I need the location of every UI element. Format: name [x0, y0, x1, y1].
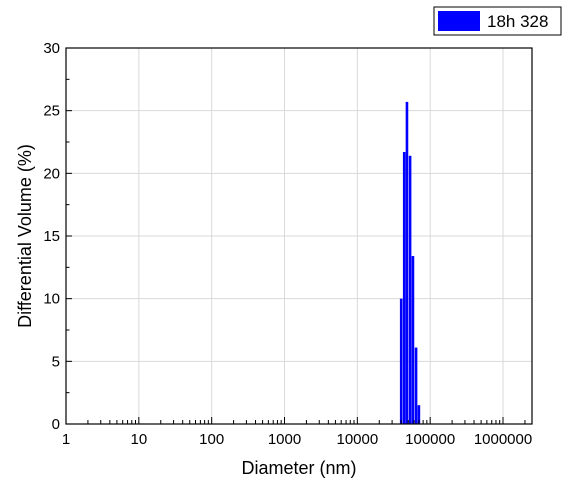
- x-tick-label: 10: [130, 431, 147, 448]
- bar: [414, 347, 418, 424]
- y-tick-label: 25: [43, 103, 60, 120]
- y-tick-label: 15: [43, 228, 60, 245]
- bar: [405, 101, 409, 424]
- x-tick-label: 100: [199, 431, 224, 448]
- axis-ticks: [65, 47, 526, 425]
- y-tick-label: 10: [43, 291, 60, 308]
- y-axis-title: Differential Volume (%): [15, 144, 35, 328]
- legend-swatch: [438, 11, 480, 31]
- x-tick-label: 1000: [268, 431, 301, 448]
- legend-label: 18h 328: [487, 12, 548, 31]
- y-tick-label: 0: [52, 416, 60, 433]
- y-tick-label: 5: [52, 353, 60, 370]
- bar: [411, 256, 415, 424]
- y-tick-label: 30: [43, 40, 60, 57]
- bar: [402, 152, 406, 424]
- y-tick-labels: 0 5 10 15 20 25 30: [43, 40, 60, 433]
- bar: [417, 405, 421, 424]
- grid-lines: [66, 48, 532, 424]
- y-tick-label: 20: [43, 165, 60, 182]
- x-tick-labels: 1 10 100 1000 10000 100000 1000000: [62, 431, 532, 448]
- bar: [408, 155, 412, 425]
- x-axis-title: Diameter (nm): [241, 458, 356, 478]
- x-tick-label: 1000000: [474, 431, 532, 448]
- x-tick-label: 100000: [405, 431, 455, 448]
- x-tick-label: 1: [62, 431, 70, 448]
- legend: 18h 328: [433, 6, 562, 36]
- bar: [399, 298, 403, 424]
- x-tick-label: 10000: [336, 431, 378, 448]
- bars: [399, 101, 421, 425]
